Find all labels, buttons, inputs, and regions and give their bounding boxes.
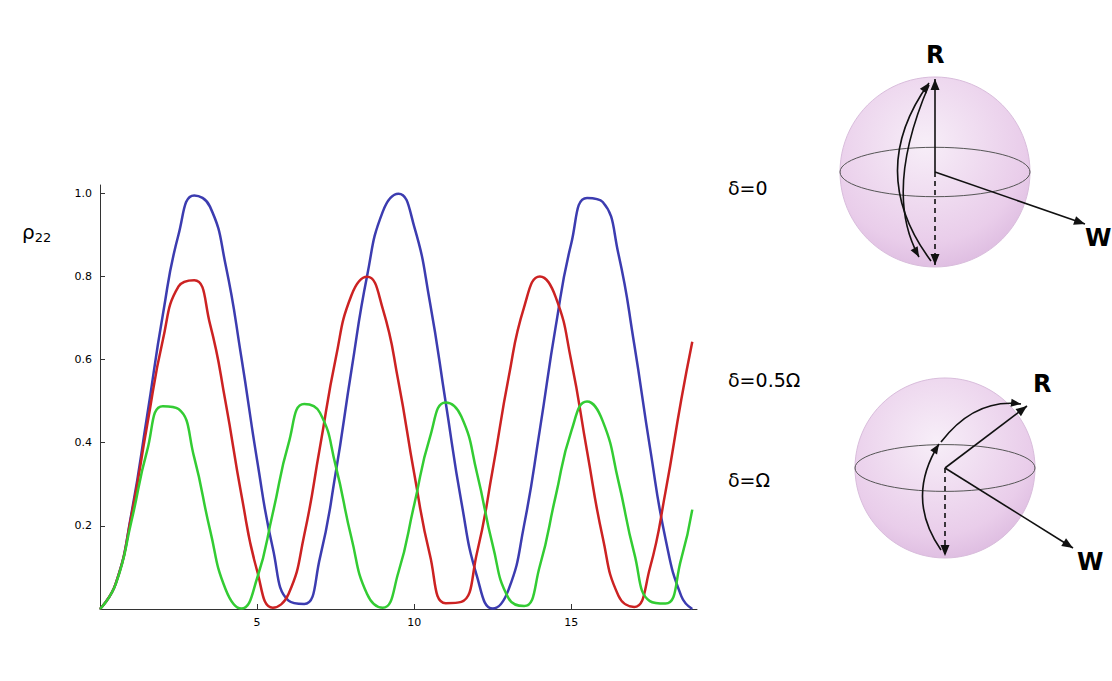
svg-text:1.0: 1.0: [75, 187, 93, 200]
svg-text:W: W: [1085, 224, 1111, 252]
svg-text:5: 5: [254, 616, 261, 629]
svg-text:0.4: 0.4: [75, 436, 93, 449]
svg-text:R: R: [926, 41, 944, 69]
svg-text:ρ: ρ: [22, 220, 35, 244]
svg-text:10: 10: [407, 616, 421, 629]
svg-text:0.6: 0.6: [75, 353, 93, 366]
svg-text:0.8: 0.8: [75, 270, 93, 283]
svg-text:δ=Ω: δ=Ω: [728, 469, 770, 491]
svg-text:δ=0.5Ω: δ=0.5Ω: [728, 369, 800, 391]
svg-text:0.2: 0.2: [75, 519, 93, 532]
svg-text:R: R: [1033, 370, 1051, 398]
svg-text:15: 15: [564, 616, 578, 629]
svg-text:22: 22: [35, 230, 52, 245]
svg-text:W: W: [1077, 548, 1103, 576]
svg-text:δ=0: δ=0: [728, 177, 768, 199]
